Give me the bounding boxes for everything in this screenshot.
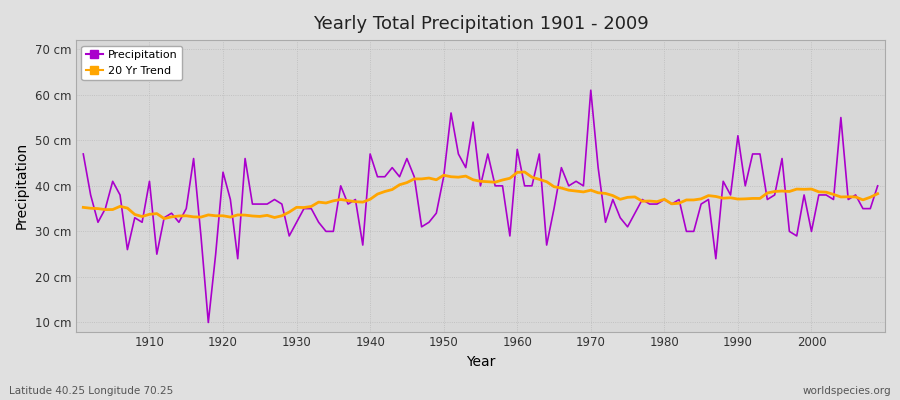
- X-axis label: Year: Year: [466, 355, 495, 369]
- Legend: Precipitation, 20 Yr Trend: Precipitation, 20 Yr Trend: [82, 46, 183, 80]
- Text: Latitude 40.25 Longitude 70.25: Latitude 40.25 Longitude 70.25: [9, 386, 173, 396]
- Y-axis label: Precipitation: Precipitation: [15, 142, 29, 230]
- Text: worldspecies.org: worldspecies.org: [803, 386, 891, 396]
- Title: Yearly Total Precipitation 1901 - 2009: Yearly Total Precipitation 1901 - 2009: [312, 15, 648, 33]
